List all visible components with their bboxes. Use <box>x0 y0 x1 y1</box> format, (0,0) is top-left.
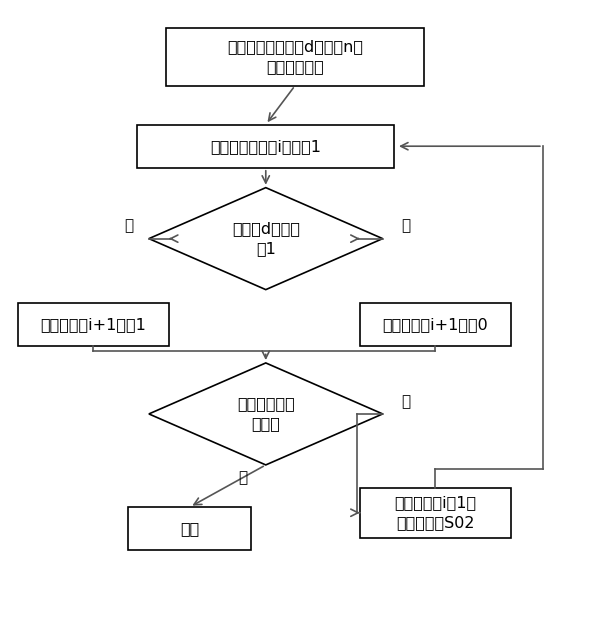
Text: 搜索计数器的值i最右的1: 搜索计数器的值i最右的1 <box>210 139 322 154</box>
Bar <box>360 488 511 538</box>
Bar <box>360 303 511 347</box>
Polygon shape <box>149 188 383 289</box>
Bar <box>18 303 169 347</box>
Text: 计数器的值i加1，
跳转到步骤S02: 计数器的值i加1， 跳转到步骤S02 <box>394 495 476 530</box>
Text: 是: 是 <box>124 219 133 233</box>
Text: 输出信号第i+1位为0: 输出信号第i+1位为0 <box>382 317 488 332</box>
Bar <box>137 125 394 168</box>
Text: 结束: 结束 <box>180 521 199 536</box>
Text: 否: 否 <box>401 219 411 233</box>
Bar <box>166 28 424 86</box>
Text: 是: 是 <box>238 470 247 485</box>
Bar <box>129 507 251 550</box>
Text: 获取二进制密度值d的位数n，
计数器初始化: 获取二进制密度值d的位数n， 计数器初始化 <box>227 40 363 75</box>
Text: 否: 否 <box>401 394 411 409</box>
Text: 输出信号第i+1位为1: 输出信号第i+1位为1 <box>41 317 146 332</box>
Text: 计数器的值达
到上限: 计数器的值达 到上限 <box>237 397 294 431</box>
Polygon shape <box>149 363 383 465</box>
Text: 密度值d对应位
为1: 密度值d对应位 为1 <box>232 221 300 256</box>
